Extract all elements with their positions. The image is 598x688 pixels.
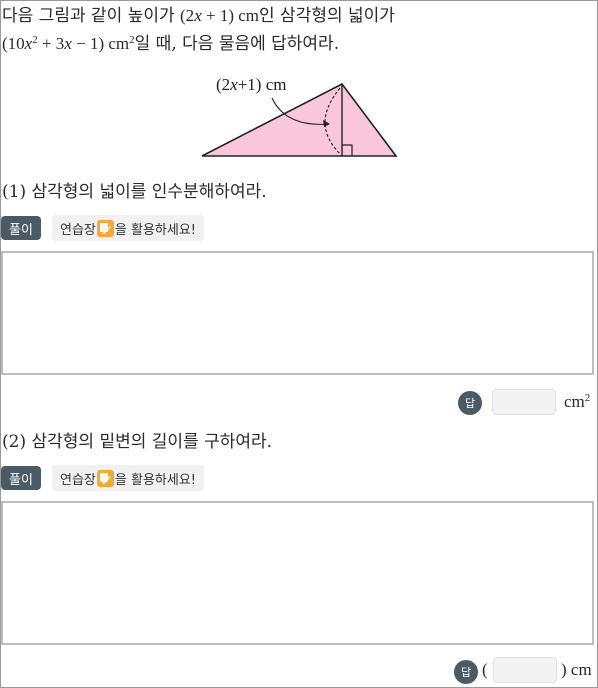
answer-paren-open: ( xyxy=(482,660,488,679)
solution-workspace-1[interactable] xyxy=(1,251,594,375)
triangle xyxy=(201,82,398,157)
notepad-pencil-icon xyxy=(96,219,114,237)
height-brace xyxy=(324,87,341,155)
right-angle-mark xyxy=(342,144,353,156)
notepad-pencil-icon xyxy=(96,469,114,487)
answer-badge-1: 답 xyxy=(458,391,482,415)
solution-badge-1: 풀이 xyxy=(1,216,41,240)
height-label: (2x+1) cm xyxy=(216,75,287,94)
problem-text: 다음 그림과 같이 높이가 xyxy=(2,6,181,26)
problem-text-end: 인 삼각형의 넓이가 xyxy=(259,6,395,26)
answer-input-2[interactable] xyxy=(493,657,557,683)
answer-badge-2: 답 xyxy=(454,660,478,684)
area-expression: (10x2 + 3x − 1) cm2 xyxy=(2,34,135,53)
notepad-hint-1[interactable]: 연습장 을 활용하세요! xyxy=(52,215,204,241)
question-1-text: (1) 삼각형의 넓이를 인수분해하여라. xyxy=(2,182,267,202)
answer-input-1[interactable] xyxy=(492,389,556,415)
problem-line-1: 다음 그림과 같이 높이가 (2x + 1) cm인 삼각형의 넓이가 xyxy=(2,5,395,27)
notepad-hint-2[interactable]: 연습장 을 활용하세요! xyxy=(52,465,204,491)
height-expression: (2x + 1) cm xyxy=(180,6,260,25)
problem-line-2: (10x2 + 3x − 1) cm2일 때, 다음 물음에 답하여라. xyxy=(2,33,339,55)
answer-unit-1: cm2 xyxy=(564,392,591,411)
answer-unit-2: ) cm xyxy=(561,660,592,679)
solution-badge-2: 풀이 xyxy=(1,466,41,490)
problem-text-end: 일 때, 다음 물음에 답하여라. xyxy=(134,34,340,54)
solution-workspace-2[interactable] xyxy=(1,501,594,645)
arrow-head xyxy=(323,120,330,127)
label-arrow xyxy=(271,97,329,125)
triangle-diagram: (2x+1) cm xyxy=(201,75,398,157)
question-2-text: (2) 삼각형의 밑변의 길이를 구하여라. xyxy=(2,432,273,452)
